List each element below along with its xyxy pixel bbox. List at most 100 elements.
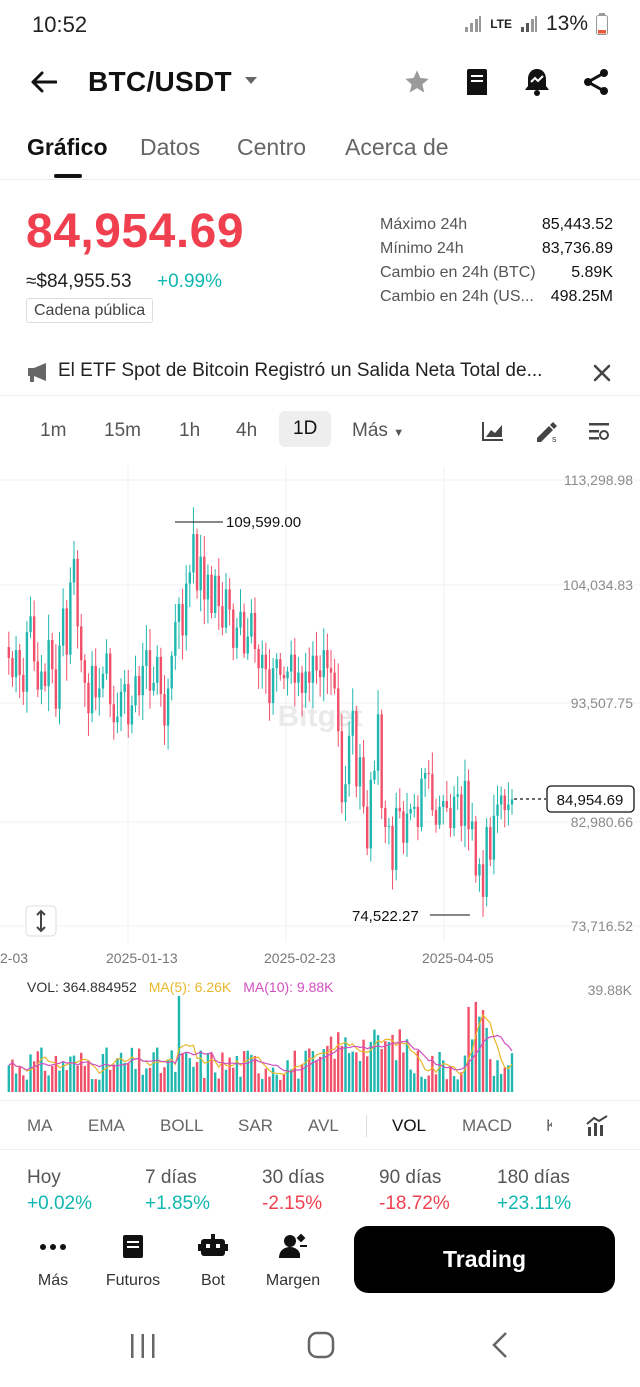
ind-macd[interactable]: MACD — [462, 1116, 513, 1135]
tf-4h[interactable]: 4h — [236, 420, 258, 441]
tf-1h[interactable]: 1h — [179, 420, 201, 441]
volume-bar — [478, 1016, 481, 1092]
news-banner[interactable]: El ETF Spot de Bitcoin Registró un Salid… — [0, 352, 640, 396]
volume-bar — [94, 1079, 97, 1092]
volume-bar — [510, 1053, 514, 1092]
nav-more[interactable]: Más — [13, 1232, 93, 1289]
volume-bar — [362, 1039, 365, 1092]
notebook-icon[interactable] — [459, 64, 495, 100]
back-icon[interactable] — [488, 1330, 512, 1360]
candle-body — [72, 558, 76, 583]
nav-margin[interactable]: Margen — [253, 1232, 333, 1289]
volume-bar — [134, 1068, 137, 1092]
volume-bar — [369, 1041, 373, 1092]
volume-bar — [460, 1072, 463, 1092]
candle-body — [503, 795, 506, 811]
candle-body — [112, 704, 115, 723]
tf-15m[interactable]: 15m — [104, 420, 141, 441]
volume-bar — [192, 1066, 195, 1092]
ind-ma[interactable]: MA — [27, 1116, 53, 1135]
candle-body — [43, 671, 47, 687]
volume-bar — [246, 1050, 249, 1092]
volume-bar — [181, 1052, 184, 1092]
candle-body — [467, 780, 470, 830]
tab-datos[interactable]: Datos — [140, 134, 201, 160]
home-icon[interactable] — [306, 1330, 336, 1360]
fullscreen-toggle[interactable] — [25, 905, 57, 937]
volume-bar — [65, 1070, 68, 1092]
candle-body — [61, 608, 65, 646]
candle-body — [174, 621, 177, 656]
ma5-line — [8, 1013, 513, 1076]
tf-more[interactable]: Más ▼ — [352, 420, 405, 441]
battery-text: 13% — [545, 12, 588, 35]
alert-bell-icon[interactable] — [519, 64, 555, 100]
chart-settings-icon[interactable] — [588, 421, 610, 441]
candle-body — [185, 583, 188, 636]
news-text[interactable]: El ETF Spot de Bitcoin Registró un Salid… — [58, 360, 543, 381]
y-tick-label: 93,507.75 — [571, 695, 633, 711]
star-icon[interactable] — [399, 64, 435, 100]
volume-bar — [123, 1062, 126, 1092]
volume-bar — [239, 1076, 242, 1092]
ind-k[interactable]: K — [546, 1116, 552, 1135]
candle-body — [156, 656, 159, 683]
candle-body — [268, 669, 271, 704]
nav-bot[interactable]: Bot — [173, 1232, 253, 1289]
volume-bar — [98, 1079, 101, 1092]
signal-icon — [465, 16, 482, 32]
volume-chart[interactable] — [0, 975, 640, 1097]
tf-1m[interactable]: 1m — [40, 420, 67, 441]
back-arrow-icon[interactable] — [26, 64, 62, 100]
price-chart[interactable]: Bitget 113,298.98 104,034.83 93,507.75 82,9… — [0, 466, 640, 942]
candle-body — [286, 671, 289, 679]
indicator-divider — [366, 1115, 367, 1137]
nav-futures[interactable]: Futuros — [93, 1232, 173, 1289]
x-tick-2: 2025-02-23 — [264, 950, 336, 966]
close-icon[interactable] — [593, 364, 611, 382]
ind-vol[interactable]: VOL — [392, 1116, 427, 1135]
candle-body — [384, 807, 387, 828]
volume-bar — [394, 1060, 398, 1092]
ind-boll[interactable]: BOLL — [160, 1116, 204, 1135]
volume-bar — [213, 1072, 217, 1092]
volume-bar — [32, 1061, 36, 1092]
volume-bar — [413, 1073, 416, 1092]
candle-body — [485, 827, 488, 897]
ind-ema[interactable]: EMA — [88, 1116, 125, 1135]
draw-tool-icon[interactable]: s — [535, 420, 559, 442]
share-icon[interactable] — [578, 64, 614, 100]
candle-body — [423, 772, 427, 779]
chevron-down-icon[interactable] — [245, 77, 257, 85]
trading-button[interactable]: Trading — [354, 1226, 615, 1293]
volume-bar — [217, 1078, 220, 1092]
volume-bar — [108, 1069, 112, 1092]
pair-title[interactable]: BTC/USDT — [88, 66, 232, 97]
volume-bar — [329, 1036, 333, 1092]
volume-bar — [387, 1041, 391, 1092]
tab-centro[interactable]: Centro — [237, 134, 307, 160]
tab-grafico[interactable]: Gráfico — [27, 134, 108, 160]
volume-bar — [300, 1064, 304, 1092]
volume-bar — [130, 1047, 134, 1092]
volume-bar — [235, 1055, 239, 1092]
volume-bar — [507, 1065, 510, 1092]
chain-badge[interactable]: Cadena pública — [26, 298, 154, 323]
tab-acerca[interactable]: Acerca de — [345, 134, 449, 160]
indicator-settings-icon[interactable] — [586, 1115, 608, 1137]
volume-bar — [416, 1050, 420, 1092]
candle-body — [134, 676, 137, 706]
recent-apps-icon[interactable] — [128, 1332, 158, 1360]
volume-bar — [177, 996, 181, 1092]
perf-value-today: +0.02% — [27, 1193, 92, 1214]
volume-bar — [271, 1067, 275, 1092]
volume-bar — [61, 1062, 65, 1092]
y-tick-label: 113,298.98 — [564, 472, 633, 488]
volume-bar — [282, 1074, 286, 1092]
tf-1d[interactable]: 1D — [279, 411, 332, 447]
chart-type-icon[interactable] — [482, 421, 504, 441]
volume-bar — [87, 1062, 90, 1092]
y-tick-label: 104,034.83 — [563, 577, 633, 593]
ind-avl[interactable]: AVL — [308, 1116, 339, 1135]
ind-sar[interactable]: SAR — [238, 1116, 273, 1135]
